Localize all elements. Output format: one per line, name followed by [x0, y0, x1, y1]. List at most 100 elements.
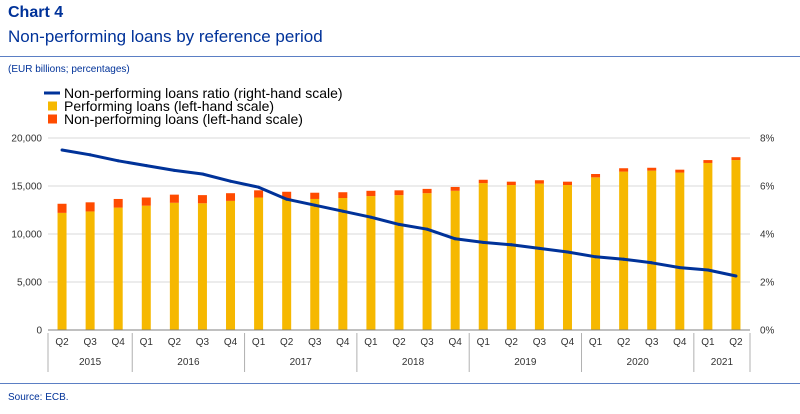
y-right-tick-label: 2% [760, 278, 775, 289]
bar-non-performing [85, 202, 95, 212]
x-tick-label: Q2 [617, 337, 631, 348]
bar-performing [675, 172, 685, 330]
ratio-point [200, 172, 204, 176]
bar-non-performing [731, 157, 741, 161]
source-divider [0, 383, 800, 384]
ratio-point [622, 257, 626, 261]
bar-layer [57, 157, 741, 330]
ratio-point [650, 261, 654, 265]
x-tick-label: Q1 [701, 337, 715, 348]
x-tick-label: Q4 [561, 337, 575, 348]
year-label: 2018 [402, 357, 425, 368]
ratio-point [706, 268, 710, 272]
bar-performing [310, 198, 320, 330]
x-tick-label: Q1 [477, 337, 491, 348]
ratio-point [313, 203, 317, 207]
x-tick-label: Q4 [336, 337, 350, 348]
legend-label: Non-performing loans (left-hand scale) [64, 111, 303, 127]
bar-non-performing [366, 190, 376, 197]
legend-swatch-box [48, 114, 57, 124]
y-left-tick-label: 5,000 [17, 278, 42, 289]
bar-non-performing [394, 190, 404, 196]
bar-non-performing [197, 195, 207, 204]
y-right-tick-label: 8% [760, 134, 775, 145]
x-tick-label: Q2 [280, 337, 294, 348]
bar-performing [647, 170, 657, 330]
bar-performing [562, 185, 572, 330]
x-tick-label: Q2 [505, 337, 519, 348]
bar-non-performing [169, 194, 179, 203]
bar-performing [197, 203, 207, 330]
ratio-point [285, 197, 289, 201]
ratio-point [397, 222, 401, 226]
ratio-point [509, 243, 513, 247]
bar-performing [282, 198, 292, 330]
ratio-point [369, 215, 373, 219]
bar-non-performing [254, 190, 264, 198]
x-tick-label: Q1 [589, 337, 603, 348]
x-tick-label: Q1 [252, 337, 266, 348]
x-tick-label: Q2 [168, 337, 182, 348]
bar-performing [113, 207, 123, 330]
y-right-tick-label: 6% [760, 182, 775, 193]
bar-non-performing [591, 174, 601, 178]
bar-performing [254, 197, 264, 330]
ratio-point [537, 246, 541, 250]
bar-non-performing [534, 180, 544, 184]
bar-non-performing [141, 197, 151, 206]
bar-performing [85, 211, 95, 330]
bar-non-performing [310, 192, 320, 199]
units-note: (EUR billions; percentages) [8, 64, 130, 75]
legend-label: Non-performing loans ratio (right-hand s… [64, 85, 343, 101]
chart-title: Non-performing loans by reference period [8, 27, 323, 46]
x-tick-label: Q4 [673, 337, 687, 348]
bar-non-performing [226, 193, 236, 201]
bar-performing [506, 185, 516, 330]
x-tick-label: Q1 [140, 337, 154, 348]
ratio-point [144, 164, 148, 168]
bar-non-performing [478, 179, 488, 184]
bar-non-performing [338, 192, 348, 198]
bar-performing [226, 200, 236, 330]
bar-performing [534, 183, 544, 330]
year-label: 2017 [290, 357, 313, 368]
bar-performing [141, 205, 151, 330]
ratio-point [88, 153, 92, 157]
y-left-tick-label: 0 [36, 326, 42, 337]
bar-performing [338, 198, 348, 330]
ratio-point [734, 274, 738, 278]
ratio-point [425, 227, 429, 231]
year-label: 2019 [514, 357, 537, 368]
bar-non-performing [647, 167, 657, 171]
bar-performing [57, 212, 67, 330]
x-tick-label: Q3 [533, 337, 547, 348]
bar-non-performing [703, 160, 713, 163]
ratio-point [453, 237, 457, 241]
y-left-tick-label: 15,000 [11, 182, 42, 193]
bar-non-performing [282, 191, 292, 199]
x-tick-label: Q3 [83, 337, 97, 348]
year-label: 2021 [711, 357, 734, 368]
ratio-point [678, 266, 682, 270]
ratio-point [257, 185, 261, 189]
x-tick-label: Q2 [392, 337, 406, 348]
ratio-point [116, 159, 120, 163]
bar-performing [591, 177, 601, 330]
year-label: 2016 [177, 357, 200, 368]
bar-performing [422, 193, 432, 330]
bar-performing [731, 160, 741, 330]
bar-non-performing [57, 203, 67, 213]
ratio-point [565, 250, 569, 254]
bar-non-performing [450, 186, 460, 191]
bar-performing [366, 196, 376, 330]
x-tick-label: Q3 [308, 337, 322, 348]
chart-number: Chart 4 [8, 4, 64, 21]
legend-swatch-box [48, 101, 57, 111]
ratio-point [60, 148, 64, 152]
bar-non-performing [506, 181, 516, 186]
x-tick-label: Q3 [420, 337, 434, 348]
bar-performing [703, 162, 713, 330]
line-layer [60, 148, 738, 278]
bar-performing [169, 202, 179, 330]
